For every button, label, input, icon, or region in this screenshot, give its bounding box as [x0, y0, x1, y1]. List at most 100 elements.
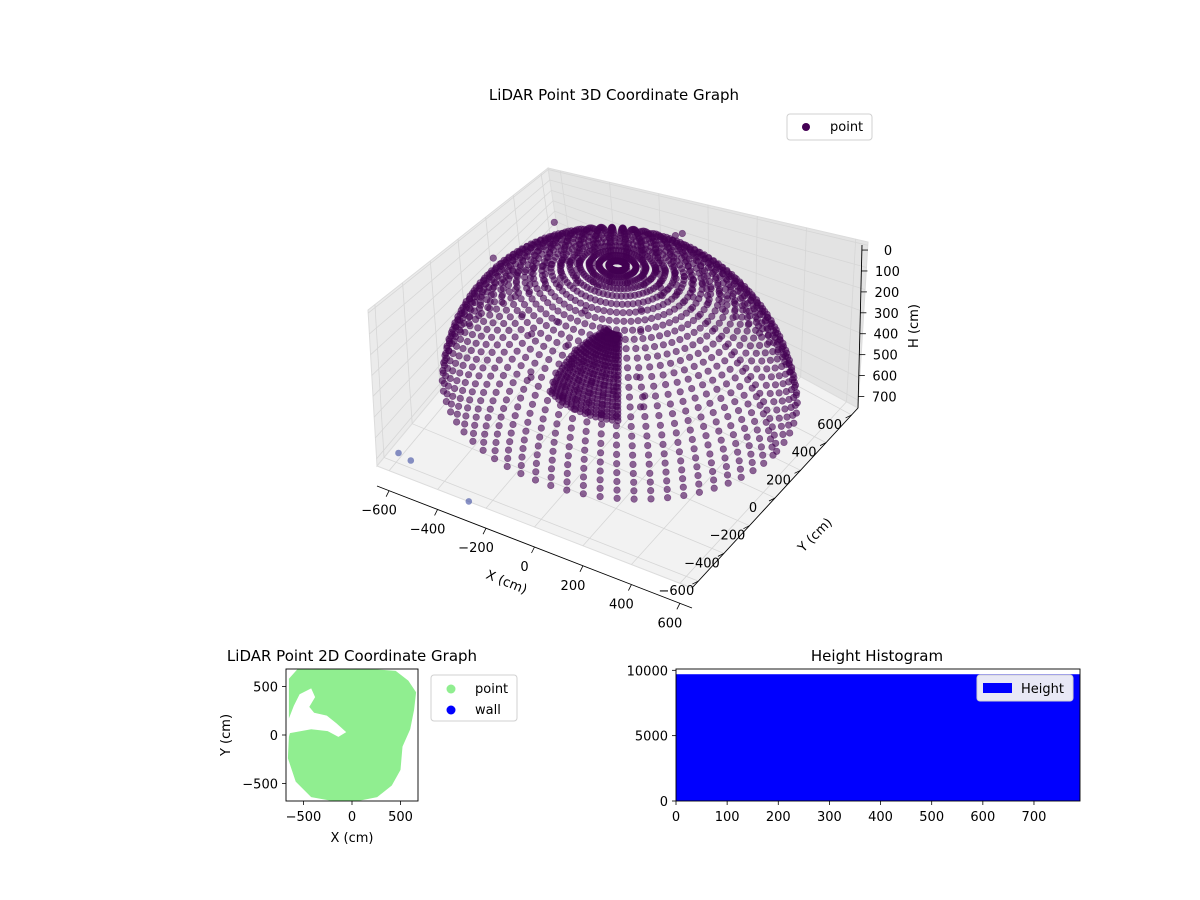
- point-3d: [644, 442, 652, 450]
- point-3d: [530, 312, 538, 320]
- z-tick-label-3d: 500: [873, 349, 898, 364]
- point-3d: [693, 463, 701, 471]
- point-3d: [584, 408, 592, 416]
- point-3d: [704, 441, 712, 449]
- point-3d: [459, 386, 467, 395]
- x-tick-3d: [628, 584, 632, 591]
- point-3d: [514, 289, 523, 297]
- point-3d: [525, 306, 533, 314]
- point-3d: [643, 353, 652, 361]
- point-3d: [477, 309, 486, 317]
- point-3d: [697, 413, 705, 421]
- point-3d: [678, 475, 687, 483]
- point-3d: [596, 484, 604, 492]
- point-3d: [584, 311, 592, 320]
- point-3d: [563, 486, 571, 494]
- point-3d: [695, 488, 704, 496]
- x-tick-label-3d: −200: [458, 541, 494, 556]
- point-3d: [752, 393, 761, 401]
- point-3d: [597, 439, 605, 448]
- point-3d: [499, 333, 507, 342]
- point-3d: [732, 439, 740, 448]
- legend-hist-label: Height: [1021, 682, 1064, 697]
- point-3d: [537, 329, 545, 337]
- y-tick-label-3d: 600: [817, 418, 842, 433]
- point-3d: [625, 309, 634, 317]
- point-3d: [492, 438, 500, 447]
- point-3d: [549, 447, 557, 455]
- point-3d: [502, 306, 511, 314]
- point-3d: [549, 347, 557, 355]
- point-3d: [748, 384, 756, 392]
- point-3d: [644, 324, 652, 333]
- point-3d: [471, 380, 480, 388]
- point-3d: [620, 317, 628, 325]
- point-3d: [519, 258, 527, 266]
- y-tick-label-3d: 0: [749, 501, 757, 516]
- point-3d: [464, 404, 472, 412]
- point-3d: [573, 386, 581, 394]
- point-3d: [557, 330, 565, 338]
- point-3d: [519, 445, 527, 453]
- point-3d: [531, 337, 540, 345]
- point-3d: [564, 452, 573, 460]
- point-3d: [548, 303, 557, 311]
- point-3d: [662, 468, 670, 476]
- point-3d: [699, 422, 708, 431]
- point-3d: [619, 309, 627, 317]
- point-3d: [579, 473, 588, 481]
- point-3d: [694, 404, 702, 412]
- y-tick-label-3d: 200: [766, 473, 791, 488]
- grid-line-y: [468, 355, 776, 499]
- point-3d: [550, 218, 558, 226]
- point-3d: [534, 382, 542, 390]
- point-3d: [518, 313, 526, 321]
- point-3d: [451, 384, 459, 393]
- point-3d: [677, 457, 685, 465]
- point-3d: [655, 332, 664, 340]
- point-3d: [773, 406, 781, 414]
- point-3d: [777, 422, 786, 430]
- grid-line-z-left: [371, 200, 554, 376]
- point-3d: [447, 400, 456, 408]
- y-axis-label-2d: Y (cm): [219, 714, 234, 757]
- point-3d: [733, 327, 741, 335]
- point-3d: [641, 316, 649, 324]
- point-3d: [522, 427, 530, 435]
- point-3d: [647, 495, 655, 503]
- point-3d: [663, 485, 671, 494]
- point-3d: [663, 494, 672, 502]
- point-3d: [548, 314, 556, 322]
- point-3d: [779, 430, 787, 439]
- point-3d: [710, 484, 718, 492]
- point-3d: [717, 436, 725, 444]
- point-3d: [709, 376, 717, 384]
- point-3d: [747, 357, 756, 365]
- point-3d: [729, 431, 738, 439]
- point-3d: [757, 443, 766, 451]
- point-3d: [666, 400, 675, 408]
- point-3d: [694, 312, 702, 320]
- point-3d: [727, 389, 735, 397]
- x-tick-3d: [434, 509, 438, 516]
- point-3d: [495, 312, 504, 321]
- point-3d: [604, 325, 613, 333]
- point-3d: [707, 354, 716, 362]
- point-3d: [453, 377, 461, 385]
- point-3d: [735, 457, 743, 465]
- x-tick-label-3d: −600: [361, 504, 397, 519]
- point-3d: [517, 295, 525, 303]
- point-3d: [532, 300, 540, 308]
- point-3d: [536, 433, 544, 441]
- point-3d: [594, 333, 603, 341]
- point-3d: [517, 362, 525, 370]
- point-3d: [537, 373, 546, 381]
- point-3d: [755, 341, 764, 350]
- point-3d: [690, 362, 698, 371]
- point-3d: [601, 362, 609, 370]
- point-3d: [786, 429, 794, 437]
- grid-line-y-back: [429, 260, 441, 390]
- point-3d: [763, 365, 771, 373]
- point-3d: [668, 410, 677, 418]
- point-3d: [490, 290, 498, 299]
